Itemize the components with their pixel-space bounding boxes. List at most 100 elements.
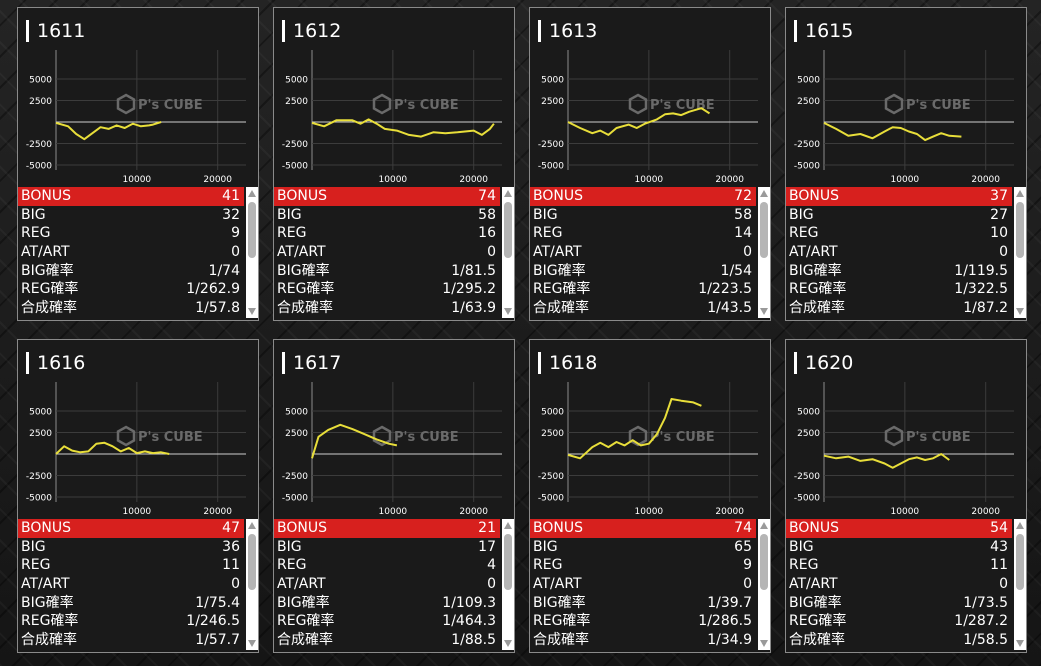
scroll-thumb[interactable] — [248, 534, 256, 590]
machine-number[interactable]: 1620 — [805, 352, 854, 374]
slump-graph-svg: P's CUBE 5000 2500 -2500 -5000 10000 20000 — [794, 382, 1014, 517]
stat-label: BONUS — [21, 520, 71, 536]
scroll-up-icon[interactable] — [248, 190, 256, 197]
y-tick-label: 5000 — [797, 408, 820, 418]
stat-value: 65 — [734, 538, 752, 555]
scroll-thumb[interactable] — [760, 534, 768, 590]
scroll-up-icon[interactable] — [504, 190, 512, 197]
bonus-row: BONUS 41 — [18, 187, 244, 206]
stat-label: REG — [789, 225, 819, 242]
y-tick-label: -2500 — [282, 472, 308, 482]
y-tick-label: -5000 — [282, 494, 308, 504]
stats-table: BONUS 41 BIG 32 REG 9 AT/ART 0 BIG確率 1/74 REG確率 1/2… — [18, 187, 244, 320]
scroll-up-icon[interactable] — [504, 522, 512, 529]
cube-logo-icon — [884, 425, 904, 447]
stat-value: 1/286.5 — [698, 613, 752, 630]
stat-row: REG 11 — [18, 556, 244, 575]
machine-card[interactable]: 1611 P's CUBE 5000 2500 -2500 -5000 10000 2000… — [17, 7, 259, 321]
stat-value: 17 — [478, 538, 496, 555]
machine-number[interactable]: 1616 — [37, 352, 86, 374]
stat-label: BONUS — [21, 188, 71, 204]
slump-line — [311, 118, 495, 138]
cube-logo-icon — [372, 425, 392, 447]
slump-graph: P's CUBE 5000 2500 -2500 -5000 10000 20000 — [792, 48, 1022, 188]
stats-scrollbar[interactable] — [758, 187, 770, 318]
stat-row: REG確率 1/246.5 — [18, 612, 244, 631]
y-tick-label: -5000 — [26, 494, 52, 504]
stat-row: REG確率 1/223.5 — [530, 280, 756, 299]
y-tick-label: 2500 — [541, 97, 564, 107]
stat-value: 74 — [478, 188, 496, 204]
x-tick-label: 10000 — [891, 175, 920, 185]
machine-card[interactable]: 1620 P's CUBE 5000 2500 -2500 -5000 10000 2000… — [785, 339, 1027, 653]
scroll-down-icon[interactable] — [760, 640, 768, 647]
stat-value: 21 — [478, 520, 496, 536]
header-accent-bar — [794, 20, 797, 42]
stat-value: 1/43.5 — [707, 300, 752, 317]
machine-card[interactable]: 1613 P's CUBE 5000 2500 -2500 -5000 10000 2000… — [529, 7, 771, 321]
y-tick-label: -5000 — [538, 494, 564, 504]
stat-value: 0 — [487, 244, 496, 261]
scroll-down-icon[interactable] — [248, 640, 256, 647]
scroll-up-icon[interactable] — [1016, 190, 1024, 197]
stat-label: BIG確率 — [21, 262, 74, 279]
machine-card[interactable]: 1612 P's CUBE 5000 2500 -2500 -5000 10000 2000… — [273, 7, 515, 321]
stats-scrollbar[interactable] — [502, 187, 514, 318]
scroll-down-icon[interactable] — [1016, 308, 1024, 315]
stat-row: REG 14 — [530, 224, 756, 243]
scroll-thumb[interactable] — [504, 202, 512, 258]
scroll-up-icon[interactable] — [1016, 522, 1024, 529]
stats-scrollbar[interactable] — [1014, 187, 1026, 318]
stats-scrollbar[interactable] — [758, 519, 770, 650]
stat-label: BIG — [21, 206, 46, 223]
scroll-thumb[interactable] — [1016, 202, 1024, 258]
stat-value: 1/88.5 — [451, 632, 496, 649]
cube-logo-icon — [116, 93, 136, 115]
scroll-thumb[interactable] — [1016, 534, 1024, 590]
watermark-text: P's CUBE — [138, 98, 203, 113]
machine-card[interactable]: 1615 P's CUBE 5000 2500 -2500 -5000 10000 2000… — [785, 7, 1027, 321]
y-tick-label: 2500 — [285, 429, 308, 439]
scroll-up-icon[interactable] — [760, 190, 768, 197]
y-tick-label: 5000 — [541, 76, 564, 86]
machine-number[interactable]: 1612 — [293, 20, 342, 42]
scroll-thumb[interactable] — [504, 534, 512, 590]
scroll-down-icon[interactable] — [504, 308, 512, 315]
y-tick-label: -5000 — [794, 494, 820, 504]
stats-scrollbar[interactable] — [502, 519, 514, 650]
machine-number[interactable]: 1611 — [37, 20, 86, 42]
scroll-down-icon[interactable] — [1016, 640, 1024, 647]
stats-scrollbar[interactable] — [246, 187, 258, 318]
scroll-down-icon[interactable] — [760, 308, 768, 315]
stats-scrollbar[interactable] — [246, 519, 258, 650]
scroll-thumb[interactable] — [248, 202, 256, 258]
y-tick-label: 2500 — [797, 429, 820, 439]
scroll-down-icon[interactable] — [504, 640, 512, 647]
y-tick-label: -2500 — [26, 472, 52, 482]
stat-value: 0 — [487, 576, 496, 593]
scroll-down-icon[interactable] — [248, 308, 256, 315]
stat-label: REG確率 — [789, 613, 847, 630]
y-tick-label: -5000 — [794, 162, 820, 172]
stat-value: 41 — [222, 188, 240, 204]
x-tick-label: 10000 — [123, 175, 152, 185]
machine-number[interactable]: 1615 — [805, 20, 854, 42]
machine-number[interactable]: 1613 — [549, 20, 598, 42]
stat-row: AT/ART 0 — [786, 243, 1012, 262]
stat-row: AT/ART 0 — [18, 575, 244, 594]
stat-value: 1/287.2 — [954, 613, 1008, 630]
machine-number[interactable]: 1618 — [549, 352, 598, 374]
scroll-up-icon[interactable] — [760, 522, 768, 529]
machine-card[interactable]: 1616 P's CUBE 5000 2500 -2500 -5000 10000 2000… — [17, 339, 259, 653]
machine-card[interactable]: 1617 P's CUBE 5000 2500 -2500 -5000 10000 2000… — [273, 339, 515, 653]
stats-scrollbar[interactable] — [1014, 519, 1026, 650]
stat-value: 54 — [990, 520, 1008, 536]
slump-line — [823, 453, 950, 469]
machine-card[interactable]: 1618 P's CUBE 5000 2500 -2500 -5000 10000 2000… — [529, 339, 771, 653]
scroll-up-icon[interactable] — [248, 522, 256, 529]
machine-number[interactable]: 1617 — [293, 352, 342, 374]
scroll-thumb[interactable] — [760, 202, 768, 258]
stat-label: BIG確率 — [277, 262, 330, 279]
stat-label: BONUS — [277, 520, 327, 536]
x-tick-label: 20000 — [715, 507, 744, 517]
